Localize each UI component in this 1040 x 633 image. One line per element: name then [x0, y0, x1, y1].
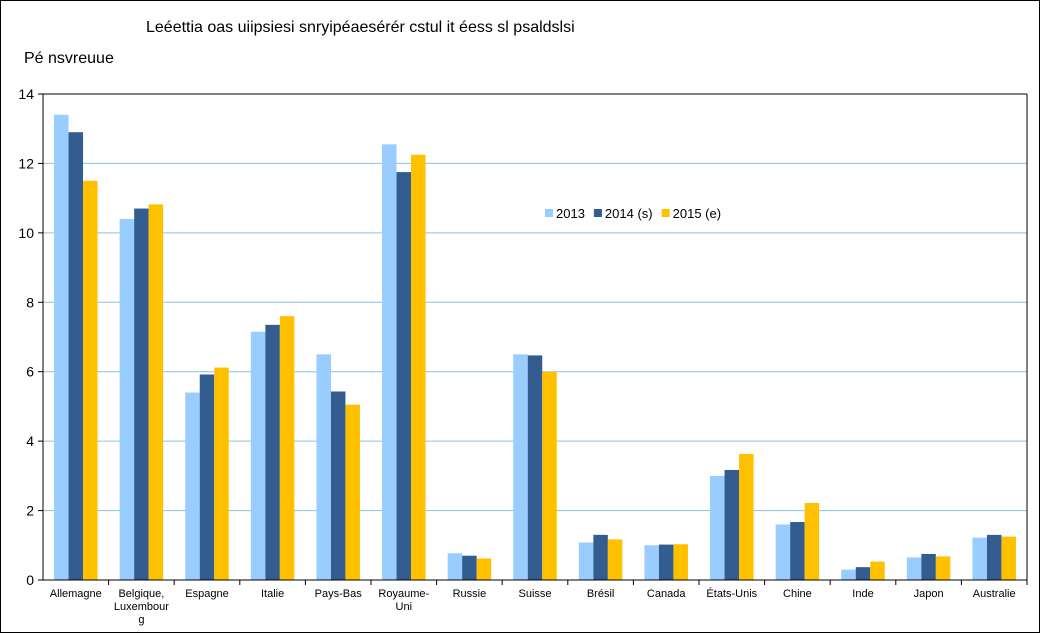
- bar: [855, 567, 871, 580]
- bar: [199, 374, 215, 580]
- bar: [841, 569, 856, 580]
- legend-swatch: [545, 209, 553, 217]
- bar: [411, 154, 426, 580]
- bar: [790, 522, 805, 580]
- bar: [724, 469, 740, 580]
- bar: [542, 371, 557, 580]
- legend-label: 2013: [556, 206, 585, 221]
- bar: [804, 502, 820, 580]
- y-axis-label: Pé nsvreuue: [24, 50, 114, 67]
- x-tick-label: Inde: [852, 588, 873, 600]
- bar: [279, 316, 295, 580]
- legend-label: 2015 (e): [673, 206, 721, 221]
- x-tick-label: Luxembour: [114, 601, 169, 613]
- legend-swatch: [593, 209, 602, 217]
- y-tick-label: 2: [26, 503, 34, 519]
- bar: [739, 453, 754, 580]
- x-tick-label: Belgique,: [118, 588, 164, 600]
- legend-swatch: [661, 209, 670, 217]
- bar: [316, 354, 331, 580]
- y-tick-label: 10: [18, 225, 34, 241]
- bar: [134, 208, 149, 581]
- y-tick-label: 0: [26, 572, 34, 588]
- x-tick-label: États-Unis: [706, 587, 757, 600]
- x-tick-label: Australie: [973, 588, 1016, 600]
- x-tick-label: Royaume-: [378, 588, 429, 600]
- legend-label: 2014 (s): [605, 206, 653, 221]
- x-tick-label: Brésil: [587, 588, 615, 600]
- bar: [462, 555, 477, 580]
- y-tick-label: 14: [18, 86, 34, 102]
- bar: [345, 404, 360, 580]
- y-tick-label: 12: [18, 155, 34, 171]
- x-tick-label: Espagne: [185, 588, 228, 600]
- x-tick-label: Japon: [914, 588, 944, 600]
- x-tick-label: Chine: [783, 588, 812, 600]
- bar: [921, 553, 936, 580]
- bar: [148, 204, 164, 581]
- bar: [250, 331, 266, 580]
- bar: [906, 557, 922, 580]
- x-tick-label: Pays-Bas: [315, 588, 363, 600]
- bar: [972, 537, 987, 580]
- bar: [382, 144, 397, 581]
- bar: [83, 180, 98, 581]
- bar: [986, 534, 1002, 580]
- bar: [870, 561, 885, 580]
- bar: [185, 392, 200, 580]
- bar: [265, 324, 280, 580]
- bar: [54, 114, 69, 580]
- bar: [710, 475, 725, 580]
- x-tick-label: Italie: [261, 588, 284, 600]
- bar: [119, 218, 135, 580]
- x-tick-label: Uni: [396, 601, 413, 613]
- x-tick-label: Allemagne: [50, 588, 102, 600]
- y-tick-label: 4: [26, 433, 34, 449]
- bar: [476, 558, 492, 580]
- x-tick-label: g: [138, 614, 144, 626]
- chart-title: Leéettia oas uiipsiesi snryipéaesérér cs…: [146, 19, 575, 36]
- bar: [68, 132, 84, 580]
- bar: [644, 545, 659, 580]
- x-tick-label: Canada: [647, 588, 686, 600]
- bar: [775, 524, 791, 580]
- bar: [447, 553, 463, 580]
- bar: [527, 355, 543, 580]
- y-tick-label: 6: [26, 364, 34, 380]
- bar: [578, 542, 594, 580]
- bar: [330, 391, 346, 580]
- bar: [513, 354, 528, 580]
- bar: [935, 556, 951, 580]
- y-tick-label: 8: [26, 294, 34, 310]
- bar: [214, 367, 229, 580]
- bar: [1001, 536, 1016, 580]
- bar: [607, 539, 623, 580]
- bar: [658, 544, 674, 580]
- bar: [673, 544, 688, 580]
- bar: [396, 172, 412, 580]
- x-tick-label: Russie: [453, 588, 487, 600]
- x-tick-label: Suisse: [518, 588, 551, 600]
- bar: [593, 534, 608, 580]
